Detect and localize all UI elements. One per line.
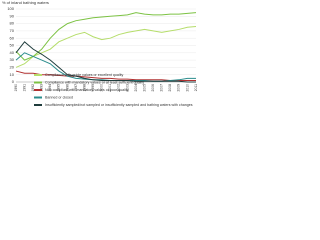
y-tick-label: 0 bbox=[12, 79, 15, 84]
legend-swatch bbox=[34, 81, 42, 84]
y-tick-label: 90 bbox=[10, 13, 15, 18]
legend-label: Compliance with mandatory values or at l… bbox=[45, 80, 144, 84]
x-tick-label: 2008 bbox=[168, 84, 172, 92]
legend-label: Non compliant with mandatory values or p… bbox=[45, 88, 129, 92]
legend-swatch bbox=[34, 104, 42, 106]
legend-swatch bbox=[34, 96, 42, 99]
x-tick-label: 1997 bbox=[74, 84, 78, 92]
x-tick-label: 2000 bbox=[100, 84, 104, 92]
series-line bbox=[15, 52, 196, 82]
page: {"chart_data": {"type": "line", "y_label… bbox=[0, 0, 200, 120]
x-tick-label: 1994 bbox=[48, 84, 52, 92]
y-tick-label: 30 bbox=[10, 57, 15, 62]
x-tick-label: 1993 bbox=[40, 84, 44, 92]
y-tick-label: 10 bbox=[10, 72, 15, 77]
legend-label: Banned or closed bbox=[45, 95, 73, 99]
x-tick-label: 1995 bbox=[57, 84, 61, 92]
x-tick-label: 2005 bbox=[142, 84, 146, 92]
x-tick-label: 2001 bbox=[108, 84, 112, 92]
y-axis-label: % of inland bathing waters bbox=[2, 0, 49, 5]
x-tick-label: 2006 bbox=[151, 84, 155, 92]
y-tick-label: 70 bbox=[10, 28, 15, 33]
y-tick-label: 50 bbox=[10, 43, 15, 48]
x-tick-label: 2004 bbox=[134, 84, 138, 92]
x-tick-label: 1990 bbox=[14, 84, 18, 92]
y-tick-label: 40 bbox=[10, 50, 15, 55]
x-tick-label: 1991 bbox=[22, 84, 26, 92]
series-line bbox=[15, 70, 196, 82]
x-tick-label: 1992 bbox=[31, 84, 35, 92]
x-tick-label: 2007 bbox=[160, 84, 164, 92]
legend-label: Insufficiently sampled/not sampled or in… bbox=[45, 103, 193, 107]
x-tick-label: 1999 bbox=[91, 84, 95, 92]
x-tick-label: 2011 bbox=[194, 84, 198, 91]
x-tick-label: 2003 bbox=[125, 84, 129, 92]
series-line bbox=[15, 12, 197, 61]
y-tick-label: 20 bbox=[10, 64, 15, 69]
x-tick-label: 2010 bbox=[185, 84, 189, 92]
y-tick-label: 80 bbox=[10, 21, 15, 26]
legend-swatch bbox=[34, 89, 42, 91]
y-tick-label: 60 bbox=[10, 35, 15, 40]
legend-swatch bbox=[34, 74, 42, 76]
chart: % of inland bathing waters 0 10 20 30 40 50 60… bbox=[2, 0, 198, 107]
series-line bbox=[15, 41, 196, 83]
x-tick-label: 1996 bbox=[65, 84, 69, 92]
x-tick-label: 2002 bbox=[117, 84, 121, 92]
x-tick-label: 1998 bbox=[82, 84, 86, 92]
legend-label: Compliance with guide values or excellen… bbox=[45, 73, 124, 77]
y-tick-label: 100 bbox=[7, 6, 14, 11]
series-line bbox=[15, 26, 197, 68]
x-tick-label: 2009 bbox=[177, 84, 181, 92]
